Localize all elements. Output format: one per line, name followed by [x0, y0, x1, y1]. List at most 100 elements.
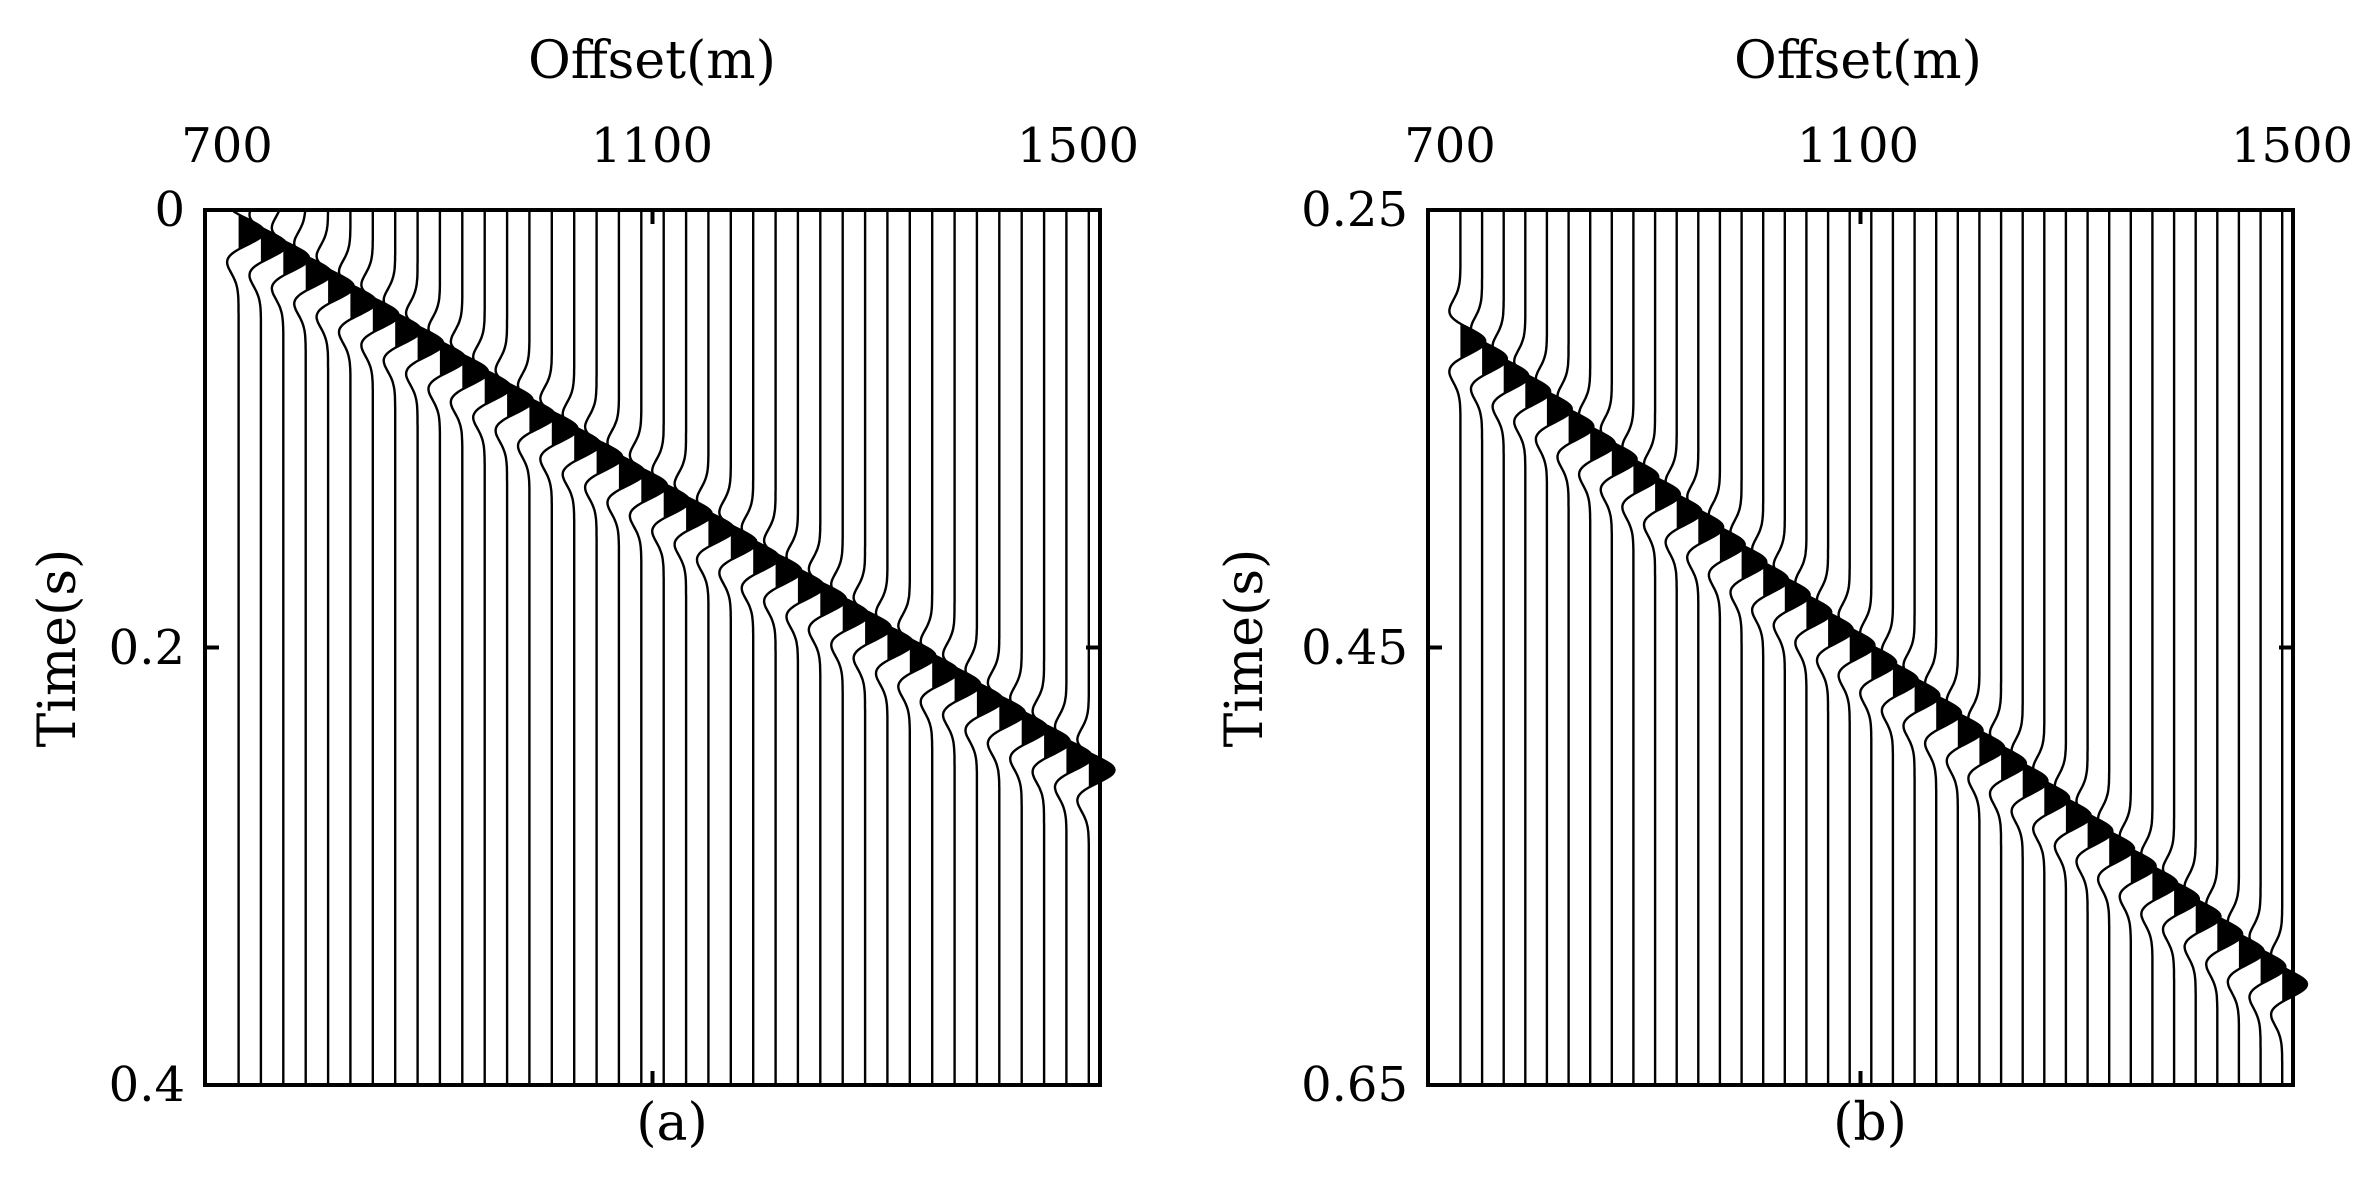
panel-b-y-tick-label-0.65: 0.65: [1301, 1057, 1408, 1113]
trace-1110: [650, 210, 691, 1084]
panel-a: Offset(m) Time(s) 700 1100 1500 0 0.2 0.…: [28, 31, 1139, 1153]
panel-b-y-axis-title: Time(s): [1215, 549, 1275, 748]
trace-1250: [807, 210, 848, 1084]
trace-1330: [2096, 210, 2136, 1084]
trace-790: [292, 209, 333, 1084]
trace-1130: [1880, 210, 1920, 1084]
trace-fill-830: [1568, 210, 1594, 1084]
panel-b-y-tick-label-0.25: 0.25: [1301, 182, 1408, 238]
trace-790: [1512, 210, 1552, 1084]
trace-1290: [852, 210, 893, 1084]
panel-a-ticks: [203, 208, 1102, 1087]
trace-1190: [1945, 210, 1984, 1084]
trace-830: [337, 210, 378, 1084]
trace-1170: [718, 210, 758, 1084]
panel-a-caption: (a): [636, 1093, 708, 1153]
trace-1070: [1815, 210, 1855, 1084]
trace-1470: [1053, 210, 1094, 1084]
trace-870: [1599, 210, 1638, 1084]
trace-970: [494, 210, 535, 1084]
trace-890: [1621, 210, 1660, 1084]
trace-1190: [740, 210, 781, 1084]
trace-750: [1469, 210, 1509, 1084]
panel-a-y-tick-label-0.4: 0.4: [109, 1057, 185, 1113]
trace-1370: [2140, 210, 2179, 1084]
panel-b-x-tick-label-1500: 1500: [2231, 118, 2353, 174]
trace-fill-830: [350, 210, 377, 1084]
panel-a-y-axis-title: Time(s): [28, 549, 88, 748]
trace-1350: [2118, 210, 2157, 1084]
trace-1370: [941, 210, 982, 1084]
trace-850: [360, 210, 400, 1084]
trace-1210: [1967, 210, 2006, 1084]
trace-1050: [1794, 210, 1833, 1084]
trace-770: [1491, 210, 1530, 1084]
trace-1450: [2226, 210, 2266, 1084]
trace-770: [270, 209, 311, 1084]
panel-a-x-tick-label-700: 700: [181, 118, 273, 174]
trace-990: [1729, 210, 1768, 1084]
trace-990: [516, 210, 557, 1084]
trace-1010: [539, 210, 579, 1084]
panel-a-x-axis-title: Offset(m): [528, 31, 776, 91]
panel-b-x-axis-title: Offset(m): [1734, 31, 1982, 91]
trace-930: [1664, 210, 1703, 1084]
trace-1410: [2183, 210, 2222, 1084]
trace-930: [449, 210, 490, 1084]
trace-1130: [673, 210, 714, 1084]
trace-810: [315, 210, 356, 1084]
trace-1250: [2010, 210, 2049, 1084]
trace-1170: [1923, 210, 1963, 1084]
panel-a-traces: [225, 209, 1116, 1084]
trace-1230: [785, 210, 825, 1084]
trace-fill-950: [484, 210, 511, 1084]
trace-1270: [2031, 210, 2071, 1084]
trace-910: [1642, 210, 1682, 1084]
trace-1410: [986, 210, 1027, 1084]
trace-1330: [897, 210, 937, 1084]
panel-b: Offset(m) Time(s) 700 1100 1500 0.25 0.4…: [1215, 31, 2353, 1153]
trace-970: [1707, 210, 1746, 1084]
trace-810: [1534, 210, 1573, 1084]
panel-b-ticks: [1426, 208, 2295, 1087]
trace-1150: [1902, 210, 1941, 1084]
trace-fill-810: [328, 210, 354, 1084]
panel-a-x-tick-label-1100: 1100: [591, 118, 713, 174]
trace-1090: [628, 210, 669, 1084]
trace-1030: [561, 210, 602, 1084]
panel-a-x-tick-label-1500: 1500: [1017, 118, 1139, 174]
trace-1050: [583, 210, 624, 1084]
trace-1010: [1750, 210, 1790, 1084]
trace-950: [471, 210, 512, 1084]
trace-1390: [2161, 210, 2200, 1084]
panel-a-axes-box: [203, 208, 1102, 1087]
trace-fill-1310: [887, 210, 914, 1084]
trace-1310: [2075, 210, 2114, 1084]
trace-830: [1556, 210, 1595, 1084]
trace-fill-1090: [1849, 210, 1875, 1084]
trace-1070: [606, 210, 646, 1084]
trace-1450: [1031, 210, 1072, 1084]
trace-fill-1010: [551, 210, 578, 1084]
panel-a-y-tick-label-0: 0: [154, 182, 185, 238]
trace-1030: [1772, 210, 1811, 1084]
trace-730: [225, 209, 266, 1084]
trace-1470: [2248, 210, 2287, 1084]
trace-1230: [1988, 210, 2028, 1084]
panel-b-y-tick-label-0.45: 0.45: [1301, 620, 1408, 676]
trace-1270: [829, 210, 870, 1084]
trace-1350: [919, 210, 960, 1084]
trace-890: [404, 210, 445, 1084]
trace-1210: [762, 210, 803, 1084]
trace-1290: [2053, 210, 2093, 1084]
trace-1390: [964, 210, 1004, 1084]
panel-b-x-tick-label-700: 700: [1404, 118, 1496, 174]
trace-1110: [1858, 210, 1898, 1084]
trace-fill-1490: [2282, 210, 2307, 1084]
trace-730: [1448, 210, 1487, 1084]
trace-1430: [1008, 210, 1049, 1084]
trace-870: [382, 210, 423, 1084]
trace-750: [248, 209, 288, 1084]
panel-b-x-tick-label-1100: 1100: [1797, 118, 1919, 174]
